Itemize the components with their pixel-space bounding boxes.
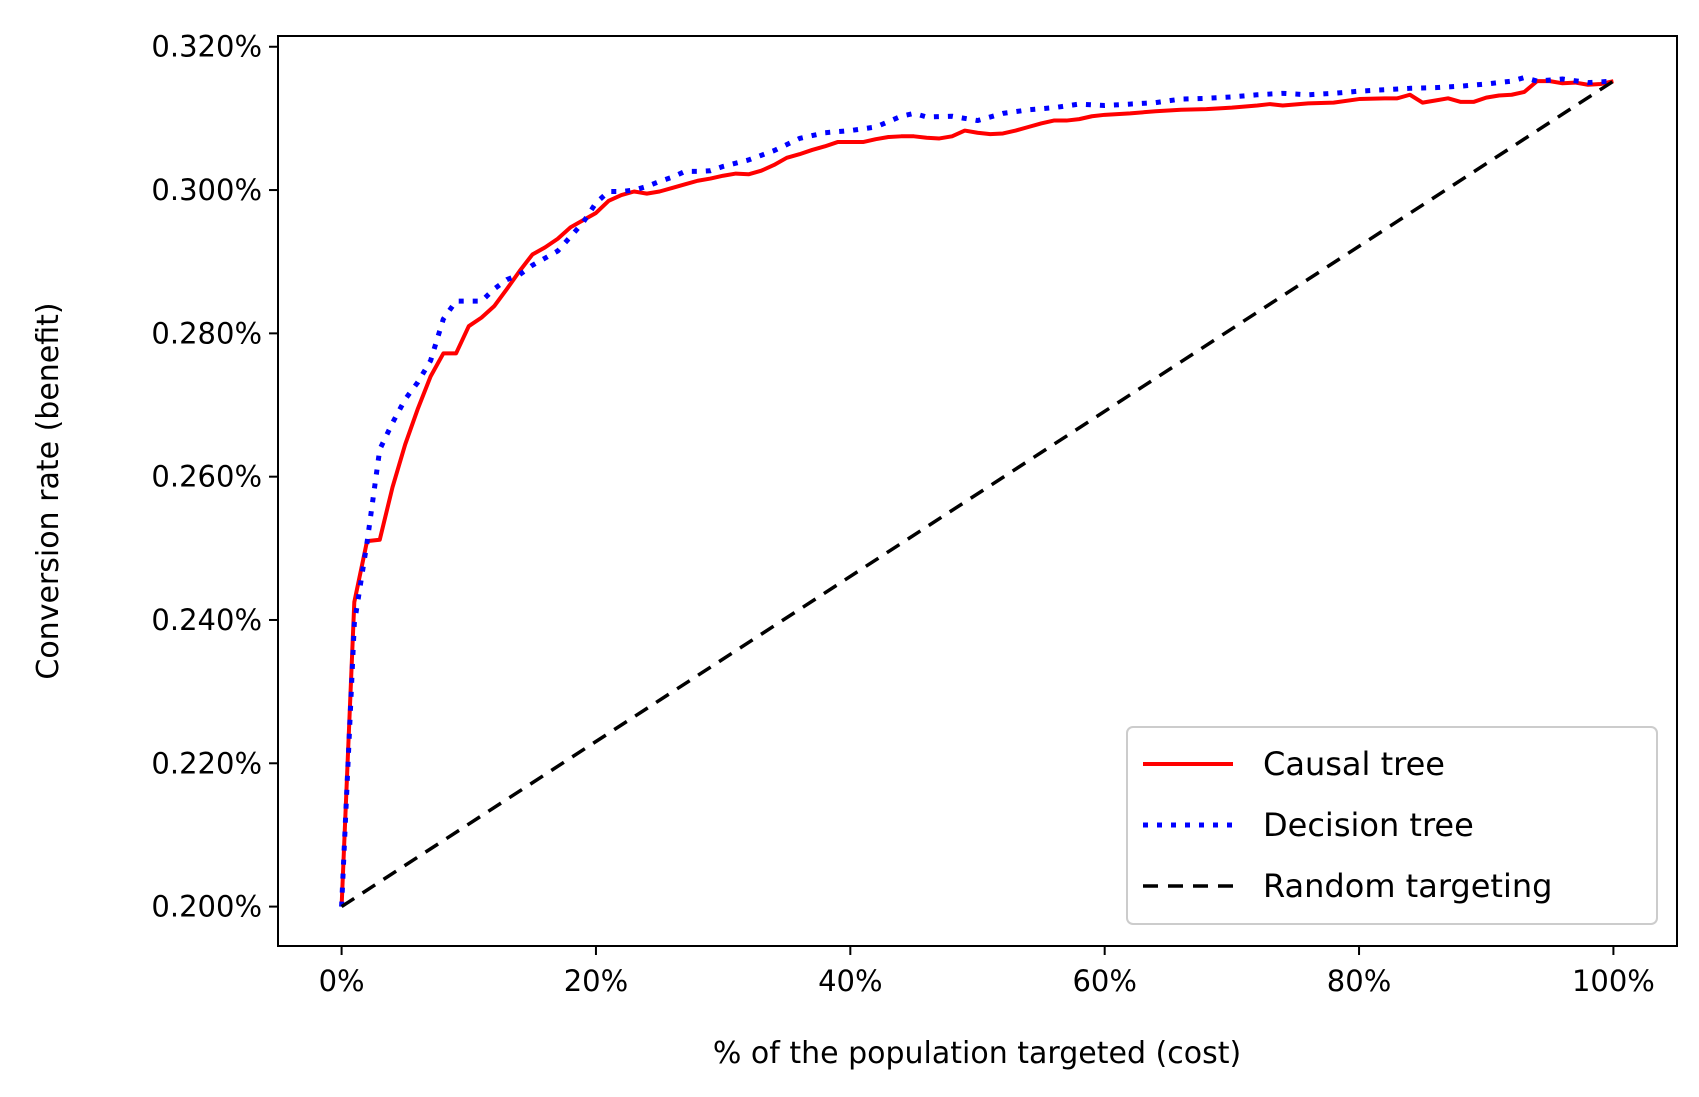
- x-axis-label: % of the population targeted (cost): [713, 1036, 1241, 1071]
- x-tick-label: 20%: [564, 964, 628, 998]
- legend-label-causal-tree: Causal tree: [1263, 745, 1445, 783]
- y-tick-label: 0.300%: [151, 173, 262, 207]
- legend-label-decision-tree: Decision tree: [1263, 806, 1474, 844]
- series-layer: [339, 75, 1615, 909]
- legend-label-random-targeting: Random targeting: [1263, 867, 1552, 905]
- y-axis: 0.200% 0.220% 0.240% 0.260% 0.280% 0.300% 0.32…: [151, 30, 278, 924]
- x-axis: 0% 20% 40% 60% 80% 100%: [319, 946, 1655, 998]
- series-line-causal-tree: [339, 79, 1614, 907]
- x-tick-label: 100%: [1572, 964, 1655, 998]
- x-tick-label: 80%: [1327, 964, 1391, 998]
- legend: Causal tree Decision tree Random targeti…: [1126, 726, 1658, 925]
- y-tick-label: 0.240%: [151, 603, 262, 637]
- series-line-decision-tree: [339, 75, 1614, 907]
- plot-frame: [277, 35, 1678, 947]
- y-tick-label: 0.280%: [151, 316, 262, 350]
- series-line-random-targeting: [340, 79, 1615, 909]
- y-tick-label: 0.200%: [151, 890, 262, 924]
- x-tick-label: 60%: [1072, 964, 1136, 998]
- y-tick-label: 0.320%: [151, 30, 262, 64]
- y-tick-label: 0.220%: [151, 746, 262, 780]
- y-tick-label: 0.260%: [151, 460, 262, 494]
- x-tick-label: 40%: [818, 964, 882, 998]
- x-tick-label: 0%: [319, 964, 365, 998]
- y-axis-label: Conversion rate (benefit): [31, 302, 66, 679]
- legend-box: [1126, 726, 1658, 925]
